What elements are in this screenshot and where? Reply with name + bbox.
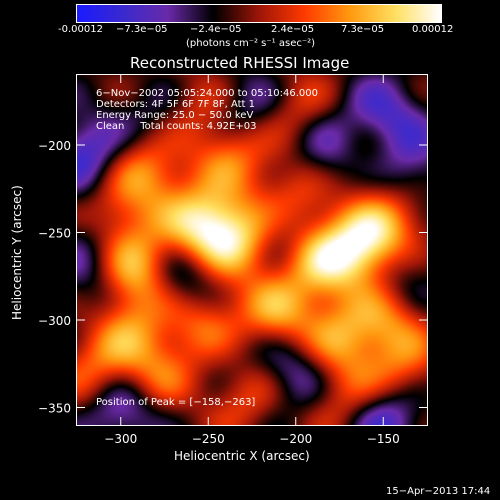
y-tick-label: −300 xyxy=(38,314,71,328)
x-tick-label: −200 xyxy=(279,432,312,446)
colorbar-tick-label: -0.00012 xyxy=(58,24,103,35)
colorbar-units-label: (photons cm⁻² s⁻¹ asec⁻²) xyxy=(186,38,316,49)
x-tick-label: −250 xyxy=(192,432,225,446)
colorbar-tick-label: −2.4e−05 xyxy=(190,24,242,35)
info-energy-range: Energy Range: 25.0 − 50.0 keV xyxy=(96,110,254,121)
colorbar xyxy=(76,4,442,23)
colorbar-tick-label: 0.00012 xyxy=(412,24,454,35)
y-tick-label: −200 xyxy=(38,139,71,153)
y-axis-label: Heliocentric Y (arcsec) xyxy=(10,185,24,320)
rhessi-image-plot xyxy=(76,74,428,426)
y-tick-label: −350 xyxy=(38,402,71,416)
colorbar-tick-label: −7.3e−05 xyxy=(116,24,168,35)
peak-position-label: Position of Peak = [−158,−263] xyxy=(96,397,256,408)
x-tick-label: −300 xyxy=(104,432,137,446)
x-tick-label: −150 xyxy=(367,432,400,446)
y-tick-label: −250 xyxy=(38,227,71,241)
x-axis-label: Heliocentric X (arcsec) xyxy=(174,449,310,463)
image-title: Reconstructed RHESSI Image xyxy=(130,54,350,72)
info-total-counts: Clean Total counts: 4.92E+03 xyxy=(96,121,257,132)
colorbar-tick-label: 2.4e−05 xyxy=(271,24,315,35)
info-time-range: 6−Nov−2002 05:05:24.000 to 05:10:46.000 xyxy=(96,88,319,99)
colorbar-tick-label: 7.3e−05 xyxy=(341,24,385,35)
info-detectors: Detectors: 4F 5F 6F 7F 8F, Att 1 xyxy=(96,99,256,110)
timestamp: 15−Apr−2013 17:44 xyxy=(386,486,491,497)
